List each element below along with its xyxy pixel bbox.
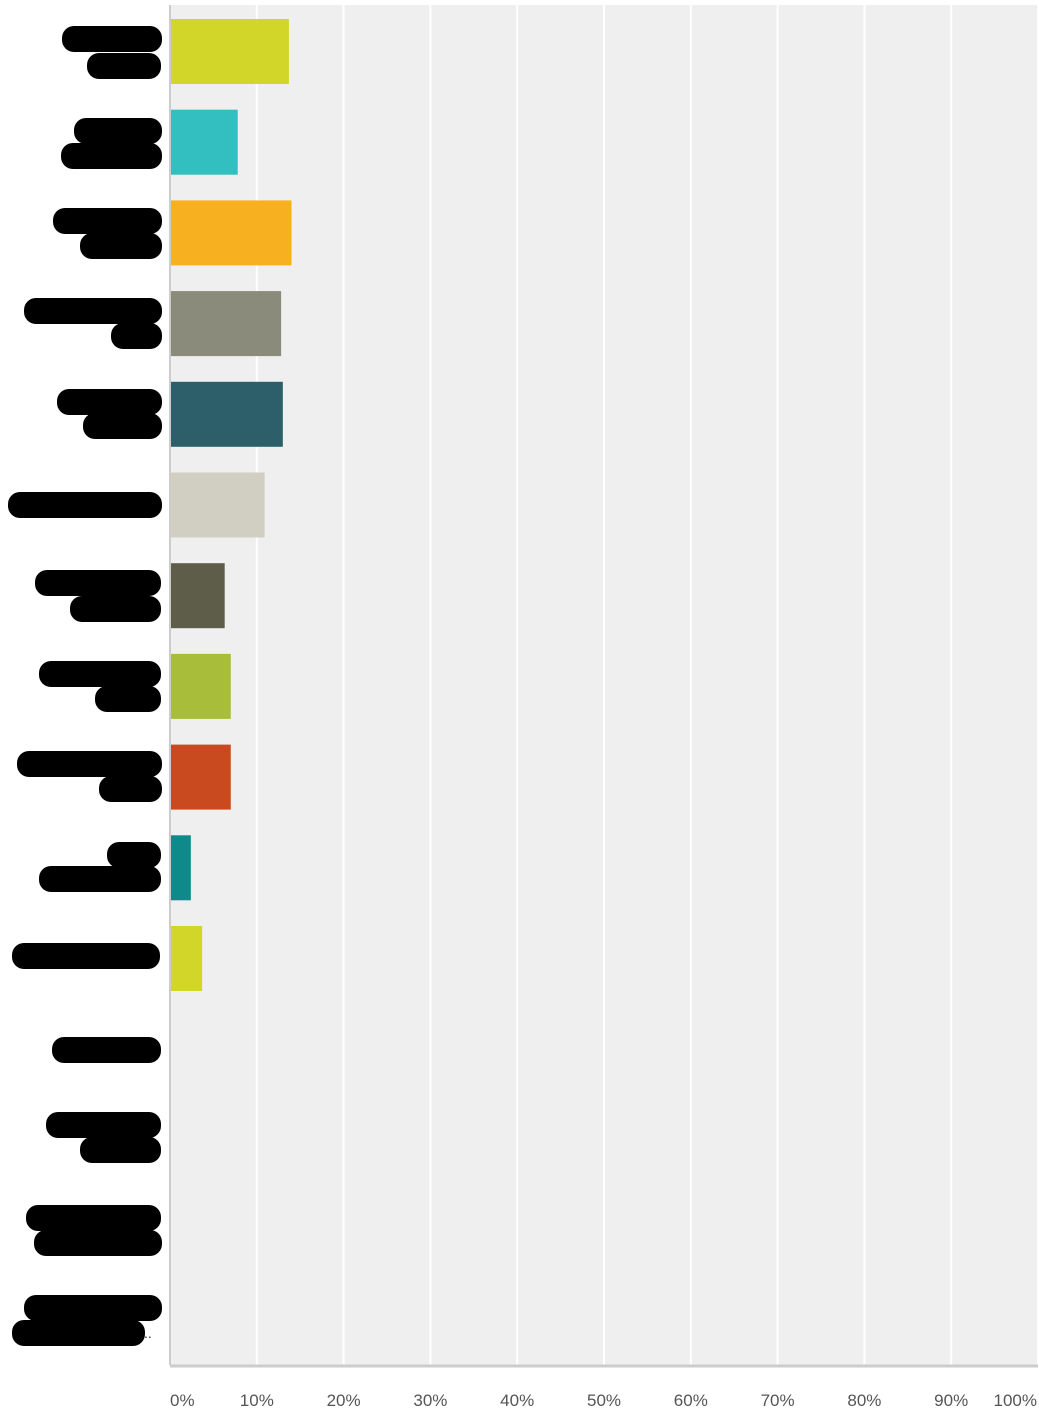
- redacted-category-label: [12, 1320, 145, 1346]
- bar: [170, 19, 289, 84]
- redacted-category-label: [111, 323, 162, 349]
- redacted-category-label: [87, 53, 161, 79]
- grid-lines: [255, 5, 1039, 1365]
- truncated-label-marker: ..: [144, 1325, 152, 1341]
- redacted-category-label: [39, 661, 161, 687]
- redacted-category-label: [95, 686, 161, 712]
- bar: [170, 563, 225, 629]
- redacted-category-label: [53, 208, 162, 234]
- redacted-category-label: [74, 118, 162, 144]
- redacted-category-label: [107, 842, 161, 868]
- x-axis: 0% 10% 20% 30% 40% 50% 60% 70% 80% 90% 100%: [169, 5, 1038, 1410]
- x-tick-label: 30%: [413, 1391, 447, 1410]
- x-tick-label: 70%: [761, 1391, 795, 1410]
- redacted-category-label: [8, 492, 162, 518]
- redacted-category-label: [83, 413, 162, 439]
- redacted-category-label: [57, 389, 162, 415]
- redacted-category-label: [46, 1112, 161, 1138]
- redacted-category-label: [26, 1205, 161, 1231]
- x-tick-label: 20%: [327, 1391, 361, 1410]
- x-tick-label: 80%: [847, 1391, 881, 1410]
- x-tick-label: 100%: [994, 1391, 1037, 1410]
- redacted-category-label: [61, 143, 162, 169]
- bar: [170, 291, 282, 357]
- bar: [170, 200, 292, 266]
- bar: [170, 109, 238, 175]
- bar: [170, 835, 191, 901]
- x-tick-label: 90%: [934, 1391, 968, 1410]
- redacted-category-label: [99, 776, 162, 802]
- bars: [170, 19, 292, 991]
- x-tick-label: 50%: [587, 1391, 621, 1410]
- bar: [170, 926, 203, 991]
- redacted-category-label: [39, 866, 161, 892]
- redacted-category-label: [52, 1037, 161, 1063]
- x-tick-label: 40%: [500, 1391, 534, 1410]
- redacted-category-label: [24, 298, 162, 324]
- bar: [170, 744, 231, 810]
- category-labels-redacted: [8, 26, 162, 1346]
- redacted-category-label: [80, 233, 162, 259]
- redacted-category-label: [70, 596, 161, 622]
- redacted-category-label: [80, 1137, 161, 1163]
- bar: [170, 653, 231, 719]
- x-tick-label: 10%: [240, 1391, 274, 1410]
- bar: [170, 381, 283, 447]
- bar: [170, 472, 265, 538]
- redacted-category-label: [35, 570, 161, 596]
- x-tick-label: 0%: [170, 1391, 195, 1410]
- x-tick-label: 60%: [674, 1391, 708, 1410]
- redacted-category-label: [34, 1230, 162, 1256]
- redacted-category-label: [12, 943, 160, 969]
- redacted-category-label: [24, 1295, 162, 1321]
- redacted-category-label: [17, 751, 162, 777]
- redacted-category-label: [62, 26, 162, 52]
